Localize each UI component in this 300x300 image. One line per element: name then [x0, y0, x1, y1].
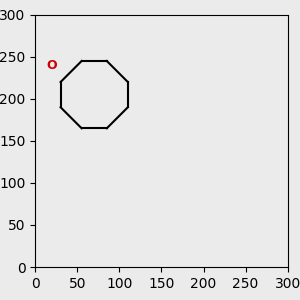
Text: O: O	[47, 59, 58, 72]
